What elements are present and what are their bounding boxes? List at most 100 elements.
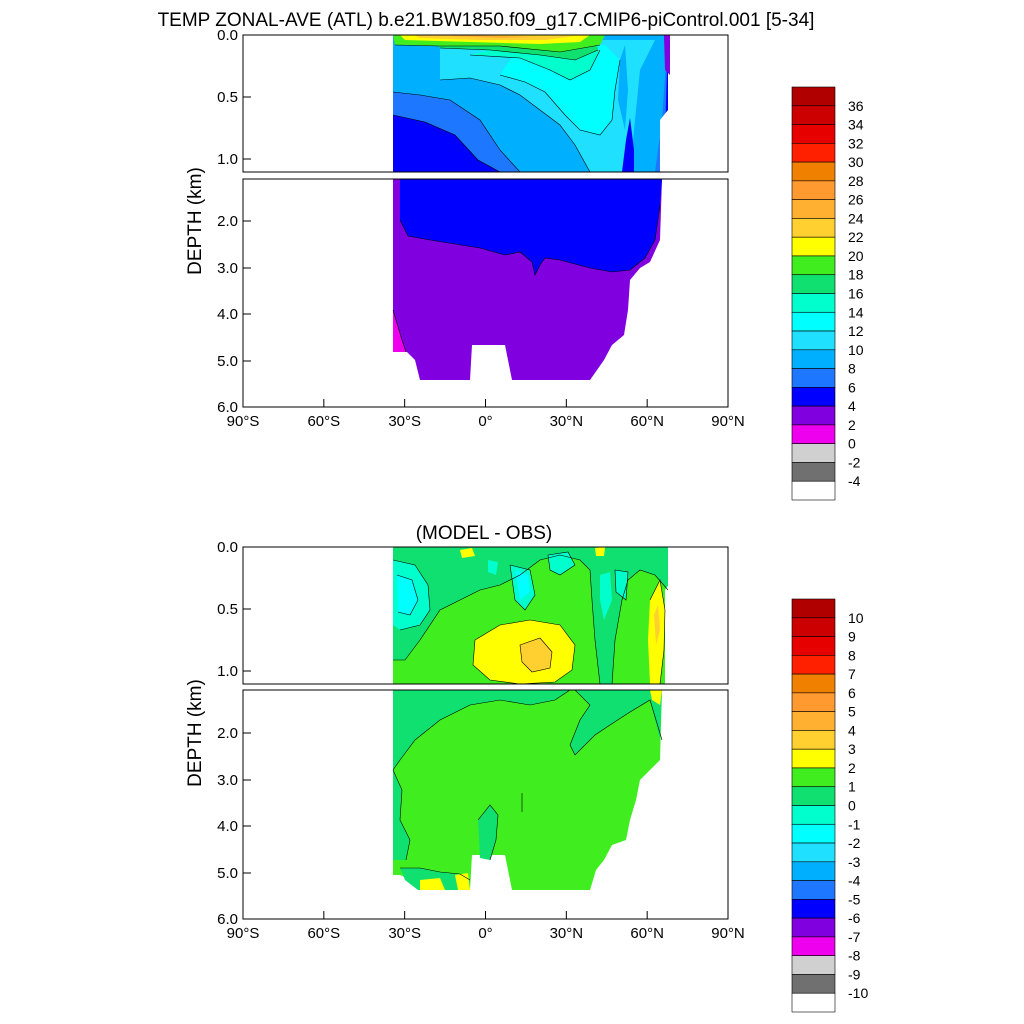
colorbar-swatch bbox=[791, 274, 836, 294]
y-tick-label: 0.0 bbox=[217, 539, 238, 556]
colorbar-label: 12 bbox=[848, 323, 864, 339]
temp-upper-frame bbox=[242, 34, 729, 173]
colorbar-swatch bbox=[791, 899, 836, 919]
colorbar-label: 2 bbox=[848, 417, 856, 433]
y-axis-label: DEPTH (km) bbox=[185, 167, 206, 275]
x-tick-label: 90°N bbox=[711, 925, 745, 942]
colorbar-swatch bbox=[791, 805, 836, 825]
colorbar-label: 0 bbox=[848, 436, 856, 452]
colorbar-label: 34 bbox=[848, 117, 864, 133]
colorbar-label: 0 bbox=[848, 798, 856, 814]
y-tick-label: 2.0 bbox=[217, 725, 238, 742]
y-tick-label: 6.0 bbox=[217, 399, 238, 416]
temp-lower-field bbox=[393, 179, 662, 380]
x-axis: 90°S 60°S 30°S 0° 30°N 60°N 90°N bbox=[227, 399, 745, 430]
diff-upper-field bbox=[393, 547, 672, 684]
colorbar-label: 10 bbox=[848, 342, 864, 358]
colorbar-swatch bbox=[791, 936, 836, 956]
colorbar-label: -2 bbox=[848, 835, 861, 851]
temp-upper-field bbox=[393, 35, 670, 172]
colorbar-swatch bbox=[791, 955, 836, 975]
colorbar-swatch bbox=[791, 655, 836, 675]
colorbar-swatch bbox=[791, 823, 836, 844]
colorbar-swatch bbox=[791, 443, 836, 463]
colorbar-label: 2 bbox=[848, 760, 856, 776]
y-tick-label: 5.0 bbox=[217, 353, 238, 370]
x-tick-label: 30°S bbox=[388, 413, 421, 430]
colorbar-label: 4 bbox=[848, 398, 856, 414]
colorbar-swatch bbox=[791, 598, 836, 619]
colorbar-swatch bbox=[791, 293, 836, 313]
x-tick-label: 60°S bbox=[307, 413, 340, 430]
x-tick-label: 90°S bbox=[227, 413, 260, 430]
x-tick-label: 30°N bbox=[550, 925, 584, 942]
colorbar-label: 20 bbox=[848, 248, 864, 264]
colorbar-swatch bbox=[791, 462, 836, 482]
colorbar-label: -10 bbox=[848, 985, 868, 1001]
colorbar-swatch bbox=[791, 311, 836, 332]
y-tick-label: 4.0 bbox=[217, 818, 238, 835]
colorbar-label: 8 bbox=[848, 647, 856, 663]
colorbar-swatch bbox=[791, 880, 836, 900]
colorbar-swatch bbox=[791, 786, 836, 806]
colorbar-label: 18 bbox=[848, 267, 864, 283]
colorbar-swatch bbox=[791, 330, 836, 351]
colorbar-swatch bbox=[791, 767, 836, 788]
colorbar-label: -9 bbox=[848, 966, 861, 982]
colorbar-swatch bbox=[791, 992, 836, 1013]
colorbar-swatch bbox=[791, 218, 836, 238]
diff-lower-field bbox=[393, 690, 662, 890]
colorbar-swatch bbox=[791, 199, 836, 219]
colorbar-swatch bbox=[791, 368, 836, 388]
x-tick-label: 60°N bbox=[630, 413, 664, 430]
colorbar-label: -2 bbox=[848, 454, 861, 470]
colorbar-swatch bbox=[791, 143, 836, 163]
colorbar-swatch bbox=[791, 349, 836, 369]
x-tick-label: 0° bbox=[478, 925, 492, 942]
colorbar-label: 10 bbox=[848, 610, 864, 626]
colorbar-swatch bbox=[791, 748, 836, 769]
x-axis: 90°S 60°S 30°S 0° 30°N 60°N 90°N bbox=[227, 911, 745, 942]
y-tick-label: 2.0 bbox=[217, 213, 238, 230]
colorbar-label: 16 bbox=[848, 286, 864, 302]
colorbar-swatch bbox=[791, 480, 836, 501]
colorbar-swatch bbox=[791, 161, 836, 182]
colorbar-swatch bbox=[791, 673, 836, 694]
y-tick-label: 1.0 bbox=[217, 663, 238, 680]
x-tick-label: 0° bbox=[478, 413, 492, 430]
y-axis-label: DEPTH (km) bbox=[185, 679, 206, 787]
colorbar-swatch bbox=[791, 180, 836, 200]
colorbar-swatch bbox=[791, 424, 836, 444]
y-tick-label: 0.5 bbox=[217, 89, 238, 106]
colorbar-label: -8 bbox=[848, 948, 861, 964]
chart-title: TEMP ZONAL-AVE (ATL) b.e21.BW1850.f09_g1… bbox=[158, 10, 815, 31]
colorbar-swatch bbox=[791, 711, 836, 731]
colorbar-swatch bbox=[791, 124, 836, 144]
colorbar-swatch bbox=[791, 692, 836, 712]
colorbar-swatch bbox=[791, 236, 836, 257]
colorbar-label: 6 bbox=[848, 685, 856, 701]
colorbar-label: 9 bbox=[848, 629, 856, 645]
colorbar-swatch bbox=[791, 974, 836, 994]
colorbar-label: 8 bbox=[848, 361, 856, 377]
colorbar-swatch bbox=[791, 617, 836, 637]
x-tick-label: 30°S bbox=[388, 925, 421, 942]
x-tick-label: 60°S bbox=[307, 925, 340, 942]
colorbar-label: 5 bbox=[848, 704, 856, 720]
colorbar-label: 24 bbox=[848, 210, 864, 226]
y-tick-label: 3.0 bbox=[217, 772, 238, 789]
colorbar-swatch bbox=[791, 917, 836, 938]
colorbar-swatch bbox=[791, 842, 836, 863]
y-tick-label: 1.0 bbox=[217, 151, 238, 168]
colorbar-label: 7 bbox=[848, 666, 856, 682]
colorbar-label: 4 bbox=[848, 722, 856, 738]
colorbar-label: 3 bbox=[848, 741, 856, 757]
y-tick-label: 0.5 bbox=[217, 601, 238, 618]
colorbar-label: 6 bbox=[848, 379, 856, 395]
x-tick-label: 90°S bbox=[227, 925, 260, 942]
x-tick-label: 60°N bbox=[630, 925, 664, 942]
y-tick-label: 4.0 bbox=[217, 306, 238, 323]
y-tick-label: 3.0 bbox=[217, 260, 238, 277]
